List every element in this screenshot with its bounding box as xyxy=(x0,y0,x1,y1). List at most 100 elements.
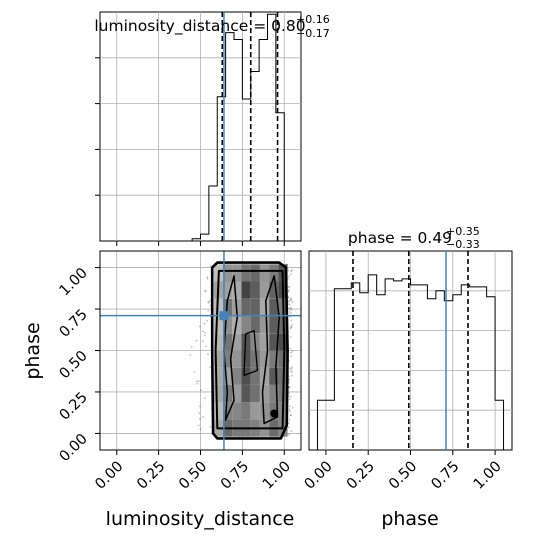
density-sample-point xyxy=(288,303,291,306)
density-bin xyxy=(241,385,251,403)
density-sample-point xyxy=(201,340,204,343)
density-bin xyxy=(250,298,260,316)
density-bin xyxy=(260,298,270,316)
density-sample-point xyxy=(205,289,208,292)
phase-histogram: 0.00 0.25 0.50 0.75 1.00 phase = 0.49 +0.35 … xyxy=(302,225,513,530)
density-sample-point xyxy=(289,367,292,369)
density-xtick-label: 0.25 xyxy=(134,459,168,493)
density-bin xyxy=(213,350,224,368)
density-sample-point xyxy=(289,336,292,338)
density-bin xyxy=(232,281,242,299)
density-sample-point xyxy=(290,326,293,328)
density-sample-point xyxy=(291,406,294,409)
density-sample-point xyxy=(291,371,293,373)
density-sample-point xyxy=(288,275,291,277)
density-sample-point xyxy=(290,355,293,357)
density-sample-point xyxy=(289,414,292,417)
density-sample-point xyxy=(209,425,212,428)
density-sample-point xyxy=(203,290,206,293)
density-bin xyxy=(241,298,251,316)
density-sample-point xyxy=(288,408,291,411)
density-sample-point xyxy=(195,380,198,382)
density-bin xyxy=(213,298,224,316)
density-sample-point xyxy=(203,334,206,337)
phase-xlabel: phase xyxy=(381,508,438,530)
density-truth-marker xyxy=(219,311,229,321)
density-sample-point xyxy=(209,366,212,369)
density-bin xyxy=(260,402,270,420)
density-sample-point xyxy=(189,354,192,356)
density-sample-point xyxy=(206,320,208,322)
density-sample-point xyxy=(290,368,293,371)
density-contour-inner-right xyxy=(261,275,280,425)
density-sample-point xyxy=(288,386,291,389)
density-sample-point xyxy=(289,405,291,407)
density-sample-point xyxy=(287,285,290,288)
density-bin xyxy=(269,367,279,385)
density-sample-point xyxy=(199,405,201,408)
density-bin xyxy=(213,402,224,420)
density-bin xyxy=(223,402,233,420)
phase-title: phase = 0.49 xyxy=(348,229,452,247)
density-bin xyxy=(250,385,260,403)
density-sample-point xyxy=(203,322,206,325)
density-bin xyxy=(269,385,279,403)
density-ytick-label: 0.00 xyxy=(57,431,91,465)
density-sample-point xyxy=(290,270,293,273)
density-bin xyxy=(241,316,251,334)
density-ytick-label: 1.00 xyxy=(57,265,91,299)
hist2-xtick-label: 0.00 xyxy=(302,459,336,493)
luminosity-title: luminosity_distance = 0.80 xyxy=(94,17,305,36)
density-sample-point xyxy=(288,433,290,436)
density-sample-point xyxy=(287,300,290,303)
phase-histogram-step xyxy=(316,274,505,450)
density-xtick-label: 0.00 xyxy=(92,459,126,493)
density-sample-point xyxy=(289,307,291,309)
density-bin xyxy=(269,350,279,368)
density-ytick-label: 0.75 xyxy=(57,307,91,341)
density-bin xyxy=(260,281,270,299)
density-sample-point xyxy=(288,422,290,425)
density-bin xyxy=(241,333,251,351)
density-contour-inner-center xyxy=(243,329,259,377)
density-sample-point xyxy=(288,378,291,381)
density-sample-point xyxy=(291,350,294,353)
density-sample-point xyxy=(289,370,292,373)
density-bin xyxy=(232,264,242,282)
density-bin xyxy=(250,281,260,299)
density-sample-point xyxy=(200,389,202,392)
density-bin xyxy=(232,385,242,403)
density-ytick-label: 0.50 xyxy=(57,348,91,382)
density-bin xyxy=(241,402,251,420)
luminosity-title-sub: −0.17 xyxy=(296,27,330,40)
density-bin xyxy=(250,402,260,420)
density-sample-point xyxy=(206,277,209,280)
density-sample-point xyxy=(206,276,209,278)
density-sample-point xyxy=(198,412,201,415)
density-sample-point xyxy=(202,330,204,332)
density-sample-point xyxy=(289,299,292,301)
density-sample-point xyxy=(197,380,200,383)
density-bin xyxy=(232,350,242,368)
density-xtick-label: 0.50 xyxy=(176,459,210,493)
density-bin xyxy=(260,350,270,368)
density-sample-point xyxy=(207,310,210,312)
density-sample-point xyxy=(290,273,292,275)
density-sample-point xyxy=(207,301,210,304)
density-bin xyxy=(223,367,233,385)
density-sample-point xyxy=(202,416,205,418)
density-bin xyxy=(278,333,288,351)
hist2-xtick-label: 0.25 xyxy=(344,459,378,493)
density-sample-point xyxy=(203,397,206,400)
density-bin xyxy=(241,264,251,282)
density-bin xyxy=(223,264,233,282)
density-sample-point xyxy=(287,269,290,272)
density-sample-point xyxy=(289,351,292,354)
density-sample-point xyxy=(289,327,292,330)
density-sample-point xyxy=(205,345,207,348)
density-sample-point xyxy=(290,307,293,309)
density-bin xyxy=(260,333,270,351)
density-contour-inner-left xyxy=(223,275,239,421)
density-bin xyxy=(250,350,260,368)
density-sample-point xyxy=(291,269,293,271)
